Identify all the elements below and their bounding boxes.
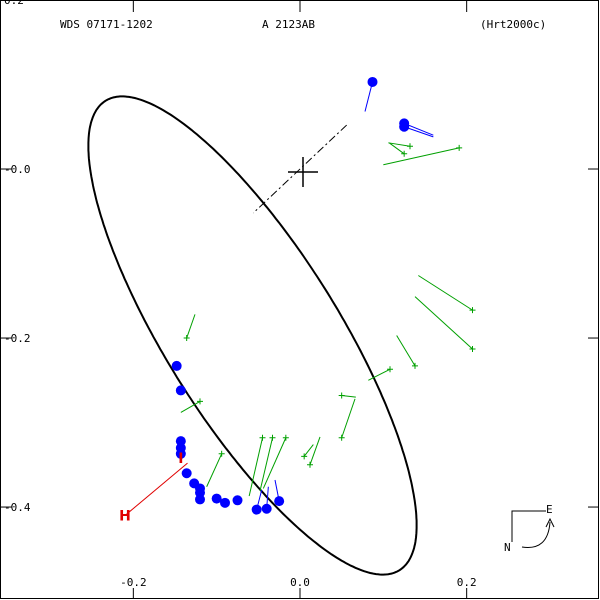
interferometric-point (261, 503, 272, 514)
residual-line (368, 368, 391, 381)
micrometer-point (338, 434, 345, 441)
micrometer-point (307, 461, 313, 468)
residual-line (404, 126, 434, 138)
x-tick-label: -0.2 (120, 576, 147, 589)
interferometric-point (399, 121, 410, 132)
line-of-nodes (252, 124, 348, 214)
y-tick-label: 0.2 (4, 0, 24, 7)
micrometer-point (412, 362, 418, 369)
x-tick-label: 0.2 (457, 576, 477, 589)
micrometer-point (197, 398, 203, 405)
micrometer-point (338, 392, 345, 399)
interferometric-point (211, 493, 222, 504)
residual-line (388, 142, 411, 147)
micrometer-point (456, 144, 463, 151)
wds-id-label: WDS 07171-1202 (60, 18, 153, 31)
interferometric-point (175, 448, 186, 459)
interferometric-point (220, 497, 230, 508)
interferometric-point (367, 76, 378, 87)
micrometer-point (282, 434, 289, 441)
micrometer-point (218, 450, 225, 457)
residual-line (364, 81, 373, 112)
compass-arrowhead-icon (545, 517, 555, 528)
micrometer-point (401, 150, 408, 157)
interferometric-point (251, 504, 262, 515)
residual-line (418, 275, 473, 311)
x-tick-label: 0.0 (290, 576, 310, 589)
residual-line (180, 400, 201, 413)
orbit-ellipse (87, 95, 418, 576)
residual-line (248, 437, 263, 497)
residual-line (414, 296, 473, 350)
interferometric-point (195, 494, 205, 505)
hipparcos-point-I: I (178, 451, 183, 467)
compass-rotation-arrow (521, 521, 551, 548)
residual-line (259, 437, 273, 492)
residual-line (383, 147, 460, 166)
interferometric-point (175, 385, 186, 396)
residual-line (303, 444, 314, 457)
compass: E N (504, 503, 555, 554)
interferometric-point (181, 468, 192, 479)
micrometer-point (407, 143, 413, 150)
micrometer-point (387, 366, 393, 373)
residual-line (124, 462, 188, 516)
residual-line (309, 436, 321, 465)
hipparcos-point-H: H (119, 508, 131, 524)
micrometer-point (469, 307, 476, 314)
interferometric-point (171, 360, 182, 371)
reference-label: (Hrt2000c) (480, 18, 546, 31)
residual-line (341, 398, 356, 438)
primary-star-marker (288, 157, 318, 187)
y-tick-label: -0.0 (4, 163, 31, 176)
micrometer-point (259, 434, 266, 441)
pair-label: A 2123AB (262, 18, 315, 31)
residual-line (396, 335, 416, 367)
orbit-layer (87, 95, 418, 576)
residual-line (186, 314, 196, 339)
residual-line (403, 122, 434, 136)
interferometric-point (232, 495, 243, 506)
y-tick-label: -0.2 (4, 332, 31, 345)
micrometer-point (269, 434, 276, 441)
residual-line (388, 142, 405, 155)
compass-axes (511, 510, 546, 542)
compass-north-label: N (504, 541, 511, 554)
compass-east-label: E (546, 503, 553, 516)
residual-line (262, 437, 287, 489)
micrometer-point (183, 335, 190, 342)
observation-marks: HI (119, 76, 476, 524)
micrometer-point (301, 453, 308, 460)
residual-lines (124, 81, 473, 516)
y-tick-label: -0.4 (4, 501, 31, 514)
interferometric-point (274, 496, 285, 507)
micrometer-point (469, 346, 476, 353)
residual-line (206, 453, 223, 487)
